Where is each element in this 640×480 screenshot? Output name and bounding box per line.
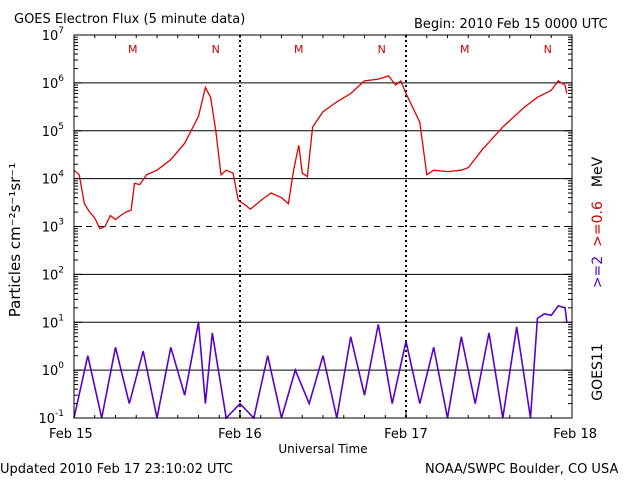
marker-n: N	[544, 43, 552, 56]
x-tick-label: Feb 16	[218, 427, 262, 442]
marker-m: M	[294, 43, 304, 56]
y-tick-label: 101	[42, 313, 64, 331]
chart-title: GOES Electron Flux (5 minute data)	[14, 12, 245, 27]
y-axis-label: Particles cm⁻²s⁻¹sr⁻¹	[6, 163, 24, 317]
marker-m: M	[128, 43, 138, 56]
y-tick-label: 102	[42, 265, 64, 283]
x-tick-label: Feb 17	[384, 427, 428, 442]
y-tick-label: 107	[42, 26, 64, 44]
credit-label: NOAA/SWPC Boulder, CO USA	[425, 462, 618, 477]
plot-frame	[73, 34, 573, 419]
updated-label: Updated 2010 Feb 17 23:10:02 UTC	[0, 462, 233, 477]
x-tick-label: Feb 15	[49, 427, 93, 442]
y-tick-label: 106	[42, 74, 65, 92]
right-label: MeV	[590, 156, 606, 187]
y-tick-label: 103	[42, 218, 64, 236]
right-label: >=0.6	[590, 201, 606, 247]
right-label: >=2	[590, 256, 606, 288]
marker-n: N	[378, 43, 386, 56]
x-axis-label: Universal Time	[278, 442, 367, 456]
marker-m: M	[460, 43, 470, 56]
marker-n: N	[212, 43, 220, 56]
series-line-red	[73, 75, 568, 230]
right-label: GOES11	[590, 343, 606, 400]
x-tick-label: Feb 18	[553, 427, 597, 442]
y-tick-label: 104	[42, 170, 65, 188]
begin-label: Begin: 2010 Feb 15 0000 UTC	[414, 17, 608, 32]
y-tick-label: 105	[42, 122, 64, 140]
y-tick-label: 100	[42, 361, 65, 379]
y-tick-label: 10-1	[38, 409, 64, 427]
